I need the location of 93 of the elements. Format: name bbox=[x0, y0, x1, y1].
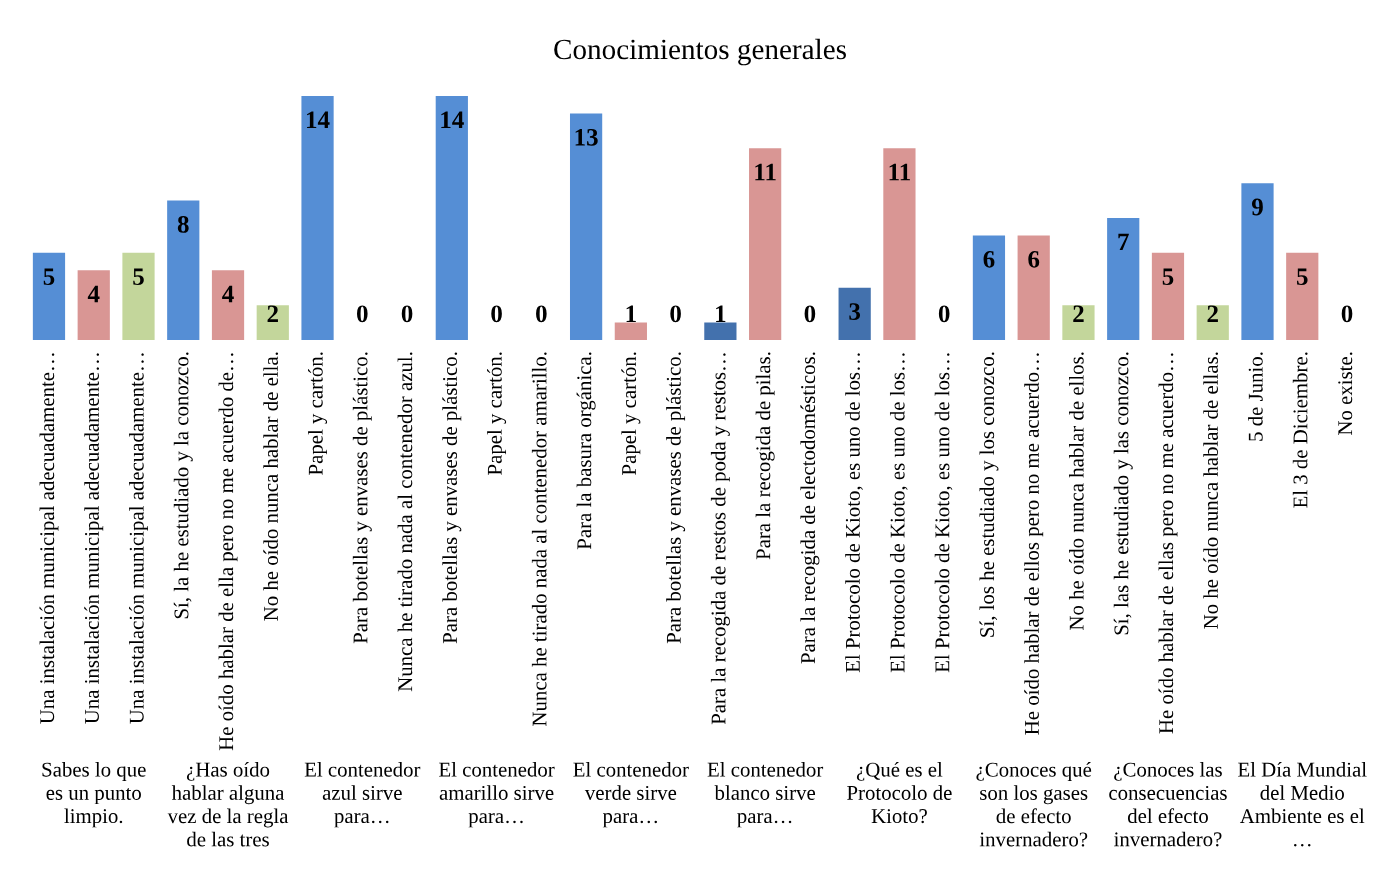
data-label: 3 bbox=[849, 303, 861, 320]
x-tick-label: Sí, la he estudiado y la conozco. bbox=[173, 352, 193, 619]
text: El contenedor azul sirve para… bbox=[304, 762, 421, 828]
x-tick-label: He oído hablar de ellas pero no me acuerdo… bbox=[1158, 353, 1178, 734]
x-tick-label: Papel y cartón. bbox=[308, 352, 328, 475]
data-label: 5 bbox=[1297, 268, 1308, 286]
data-label: 8 bbox=[177, 215, 189, 233]
text: El contenedor blanco sirve para… bbox=[707, 762, 824, 828]
data-label: 0 bbox=[401, 305, 413, 323]
bar bbox=[301, 96, 334, 340]
bar bbox=[1107, 218, 1140, 340]
x-tick-label: Para la recogida de pilas. bbox=[755, 352, 775, 560]
data-label: 0 bbox=[670, 305, 681, 323]
bar bbox=[32, 252, 66, 340]
data-label: 2 bbox=[1073, 305, 1084, 323]
x-tick-label: Una instalación municipal adecuadamente… bbox=[129, 353, 148, 724]
x-tick-label: El 3 de Diciembre. bbox=[1292, 352, 1308, 508]
data-label: 5 bbox=[43, 268, 55, 286]
bar bbox=[1151, 252, 1185, 340]
data-label: 11 bbox=[755, 163, 776, 181]
x-tick-label: He oído hablar de ellos pero no me acuerdo… bbox=[1024, 353, 1044, 735]
x-tick-label: Nunca he tirado nada al contenedor amarillo. bbox=[531, 352, 547, 726]
bar bbox=[1196, 305, 1229, 340]
bar bbox=[1017, 235, 1050, 340]
data-label: 0 bbox=[1341, 305, 1353, 323]
data-label: 4 bbox=[87, 285, 100, 303]
x-tick-label: Para la recogida de restos de poda y restos… bbox=[710, 353, 730, 725]
x-tick-label: He oído hablar de ella pero no me acuerdo de… bbox=[218, 353, 238, 751]
x-tick-label: No existe. bbox=[1338, 352, 1353, 435]
data-label: 9 bbox=[1251, 198, 1263, 216]
x-tick-label: El Protocolo de Kioto, es uno de los… bbox=[889, 353, 908, 673]
data-label: 7 bbox=[1118, 233, 1129, 251]
bar bbox=[211, 270, 245, 340]
x-tick-label: El Protocolo de Kioto, es uno de los… bbox=[845, 353, 863, 673]
chart-title: Conocimientos generales bbox=[554, 38, 846, 66]
text: ¿Conoces las consecuencias del efecto invernadero? bbox=[1109, 762, 1227, 847]
text: Sabes lo que es un punto limpio. bbox=[42, 762, 146, 828]
x-tick-label: No he oído nunca hablar de ellos. bbox=[1068, 352, 1084, 630]
x-tick-label: No he oído nunca hablar de ellas. bbox=[1203, 352, 1219, 629]
x-tick-label: Papel y cartón. bbox=[621, 352, 641, 475]
data-label: 2 bbox=[1207, 305, 1218, 323]
bar bbox=[614, 322, 647, 340]
data-label: 14 bbox=[307, 111, 330, 129]
data-label: 0 bbox=[938, 305, 950, 323]
x-tick-label: Nunca he tirado nada al contenedor azul. bbox=[397, 352, 413, 692]
x-tick-label: Para la basura orgánica. bbox=[576, 352, 596, 550]
bar bbox=[1241, 183, 1274, 340]
data-label: 5 bbox=[133, 268, 144, 286]
bar bbox=[1286, 252, 1319, 340]
data-label: 4 bbox=[222, 285, 234, 303]
x-tick-label: Una instalación municipal adecuadamente… bbox=[84, 353, 104, 724]
data-label: 1 bbox=[716, 305, 726, 323]
x-tick-label: Para botellas y envases de plástico. bbox=[666, 352, 686, 644]
bar bbox=[704, 322, 737, 340]
bar bbox=[838, 287, 871, 340]
data-label: 11 bbox=[889, 163, 910, 181]
bar bbox=[1062, 305, 1095, 340]
bar bbox=[167, 200, 200, 340]
data-label: 0 bbox=[804, 305, 816, 323]
bar bbox=[883, 148, 916, 340]
x-tick-label: Una instalación municipal adecuadamente… bbox=[39, 353, 59, 724]
text: El contenedor amarillo sirve para… bbox=[439, 762, 555, 828]
data-label: 5 bbox=[1162, 268, 1174, 286]
bar bbox=[435, 96, 468, 340]
x-tick-label: Papel y cartón. bbox=[487, 352, 507, 475]
data-label: 0 bbox=[491, 305, 502, 323]
data-label: 0 bbox=[357, 305, 368, 323]
text: El Día Mundial del Medio Ambiente es el … bbox=[1238, 761, 1367, 847]
data-label: 1 bbox=[626, 305, 636, 323]
data-label: 2 bbox=[267, 305, 278, 323]
x-tick-label: 5 de Junio. bbox=[1248, 352, 1263, 441]
text: ¿Qué es el Protocolo de Kioto? bbox=[847, 761, 952, 824]
x-tick-label: Sí, las he estudiado y las conozco. bbox=[1113, 352, 1133, 635]
x-tick-label: Para la recogida de electodomésticos. bbox=[800, 352, 820, 664]
x-tick-label: Para botellas y envases de plástico. bbox=[442, 352, 462, 644]
text: El contenedor verde sirve para… bbox=[573, 762, 689, 828]
data-label: 6 bbox=[983, 250, 995, 268]
bar bbox=[256, 305, 289, 340]
data-label: 0 bbox=[536, 305, 547, 323]
x-tick-label: Para botellas y envases de plástico. bbox=[352, 352, 372, 644]
data-label: 6 bbox=[1028, 250, 1040, 268]
data-label: 14 bbox=[441, 111, 464, 129]
x-tick-label: No he oído nunca hablar de ella. bbox=[263, 352, 279, 621]
text: ¿Has oído hablar alguna vez de la regla de las tres bbox=[167, 761, 289, 847]
bar bbox=[972, 235, 1006, 340]
text: ¿Conoces qué son los gases de efecto invernadero? bbox=[976, 762, 1092, 847]
data-label: 13 bbox=[575, 128, 598, 146]
x-tick-label: El Protocolo de Kioto, es uno de los… bbox=[934, 353, 953, 673]
bar bbox=[77, 270, 110, 340]
x-tick-label: Sí, los he estudiado y los conozco. bbox=[979, 352, 999, 637]
bar bbox=[569, 113, 603, 340]
bar bbox=[749, 148, 782, 340]
bar bbox=[122, 252, 155, 340]
